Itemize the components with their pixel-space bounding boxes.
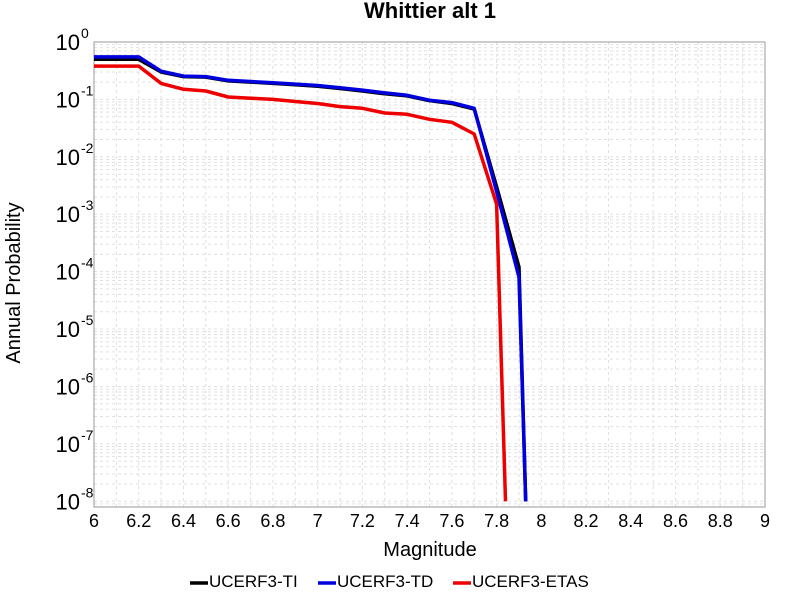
y-tick-exponent: -1 bbox=[81, 82, 94, 98]
x-tick-label: 7.4 bbox=[395, 511, 420, 531]
y-tick-label: 10 -5 bbox=[56, 312, 94, 342]
x-tick-label: 7 bbox=[313, 511, 323, 531]
legend-label: UCERF3-TI bbox=[209, 572, 298, 591]
series-layer bbox=[94, 55, 528, 502]
y-tick-label: 10 -6 bbox=[56, 369, 94, 399]
x-tick-label: 8.2 bbox=[574, 511, 599, 531]
y-tick-exponent: -8 bbox=[81, 484, 94, 500]
x-tick-label: 8.6 bbox=[663, 511, 688, 531]
y-tick-label: 10 -4 bbox=[56, 255, 94, 285]
x-tick-label: 6.6 bbox=[216, 511, 241, 531]
y-tick-exponent: -3 bbox=[81, 197, 94, 213]
legend-item: UCERF3-ETAS bbox=[453, 572, 589, 591]
series-line bbox=[94, 64, 508, 502]
x-tick-label: 7.8 bbox=[484, 511, 509, 531]
legend-label: UCERF3-TD bbox=[337, 572, 433, 591]
y-tick-label: 10 -3 bbox=[56, 197, 94, 227]
y-tick-base: 10 bbox=[56, 317, 80, 342]
x-tick-labels: 6 6.2 6.4 6.6 6.8 7 7.2 7.4 7.6 7.8 8 8.2 8.4 8.6 8.8 9 bbox=[89, 511, 770, 531]
x-tick-label: 6.2 bbox=[126, 511, 151, 531]
y-tick-label: 10 -8 bbox=[56, 484, 94, 514]
legend: UCERF3-TI UCERF3-TD UCERF3-ETAS bbox=[190, 572, 589, 591]
grid bbox=[93, 42, 766, 508]
y-tick-base: 10 bbox=[56, 202, 80, 227]
x-tick-label: 6.8 bbox=[260, 511, 285, 531]
x-tick-label: 8.4 bbox=[618, 511, 643, 531]
x-tick-label: 6 bbox=[89, 511, 99, 531]
x-tick-label: 9 bbox=[760, 511, 770, 531]
x-tick-label: 7.2 bbox=[350, 511, 375, 531]
y-tick-label: 10 0 bbox=[56, 25, 89, 55]
legend-item: UCERF3-TI bbox=[190, 572, 298, 591]
y-tick-exponent: -5 bbox=[81, 312, 94, 328]
x-tick-label: 8.8 bbox=[708, 511, 733, 531]
x-tick-label: 7.6 bbox=[439, 511, 464, 531]
y-tick-exponent: -7 bbox=[81, 427, 94, 443]
x-tick-label: 6.4 bbox=[171, 511, 196, 531]
y-tick-exponent: -2 bbox=[81, 140, 94, 156]
y-tick-exponent: 0 bbox=[81, 25, 89, 41]
y-axis-label: Annual Probability bbox=[3, 202, 25, 363]
legend-label: UCERF3-ETAS bbox=[472, 572, 589, 591]
y-tick-label: 10 -2 bbox=[56, 140, 94, 170]
y-tick-base: 10 bbox=[56, 374, 80, 399]
plot-frame bbox=[93, 41, 766, 508]
y-tick-base: 10 bbox=[56, 30, 80, 55]
y-tick-base: 10 bbox=[56, 260, 80, 285]
y-tick-base: 10 bbox=[56, 87, 80, 112]
legend-item: UCERF3-TD bbox=[318, 572, 433, 591]
y-tick-exponent: -4 bbox=[81, 255, 94, 271]
y-tick-base: 10 bbox=[56, 432, 80, 457]
x-axis-label: Magnitude bbox=[383, 539, 476, 561]
chart-title: Whittier alt 1 bbox=[364, 0, 496, 23]
y-tick-base: 10 bbox=[56, 489, 80, 514]
y-tick-label: 10 -1 bbox=[56, 82, 94, 112]
y-tick-label: 10 -7 bbox=[56, 427, 94, 457]
series-line bbox=[94, 55, 528, 502]
y-tick-exponent: -6 bbox=[81, 369, 94, 385]
x-tick-label: 8 bbox=[536, 511, 546, 531]
y-tick-base: 10 bbox=[56, 145, 80, 170]
